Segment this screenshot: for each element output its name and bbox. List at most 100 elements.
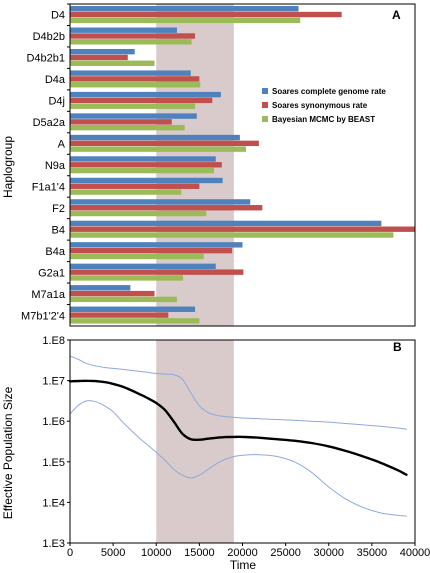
bar-F2-synonymous — [70, 205, 263, 211]
panel-b-frame — [69, 339, 416, 544]
y-tick-label: 1.E5 — [42, 457, 65, 469]
bar-D4j-bayesian — [70, 103, 196, 109]
category-label: B4 — [52, 224, 65, 236]
panel-b-x-axis-label: Time — [230, 558, 257, 572]
bar-D5a2a-synonymous — [70, 119, 172, 125]
bar-D4b2b-bayesian — [70, 39, 192, 45]
category-label: M7a1a — [31, 289, 66, 301]
bar-G2a1-bayesian — [70, 275, 183, 281]
line-upper_95_hpd — [69, 355, 407, 430]
bar-M7a1a-bayesian — [70, 296, 177, 303]
bar-N9a-complete — [70, 156, 216, 162]
bar-F2-complete — [70, 199, 251, 205]
panel-a-frame — [69, 3, 416, 327]
x-tick-label: 20000 — [227, 547, 258, 559]
bar-D4a-complete — [70, 70, 191, 76]
panel-a-category-labels: D4 D4b2b D4b2b1 D4a D4j D5a2a A N9a F1a1'4 F2 B4 B4… — [21, 3, 70, 322]
panel-a-letter: A — [392, 8, 401, 22]
bar-G2a1-synonymous — [70, 269, 244, 275]
bar-N9a-bayesian — [70, 167, 215, 174]
category-label: D4 — [51, 10, 65, 22]
legend-label-bayesian: Bayesian MCMC by BEAST — [272, 115, 375, 124]
bar-B4-complete — [70, 220, 382, 227]
category-label: A — [58, 139, 66, 151]
panel-a-bars — [70, 6, 415, 324]
y-tick-label: 1.E6 — [42, 416, 65, 428]
panel-b-shaded-interval — [156, 340, 234, 543]
category-label: F1a1'4 — [32, 181, 65, 193]
line-median — [68, 379, 408, 476]
legend-swatch-complete — [262, 88, 268, 94]
category-label: N9a — [45, 160, 66, 172]
bar-F1a1'4-complete — [70, 177, 223, 184]
bar-D4b2b1-complete — [70, 48, 135, 55]
bar-F1a1'4-bayesian — [70, 189, 182, 195]
bar-A-synonymous — [70, 140, 259, 147]
bar-N9a-synonymous — [70, 162, 222, 168]
bar-F1a1'4-synonymous — [70, 183, 200, 189]
panel-b-y-axis-label: Effective Population Size — [1, 386, 15, 519]
category-label: M7b1'2'4 — [21, 310, 65, 322]
bar-D4j-synonymous — [70, 97, 213, 104]
x-tick-label: 40000 — [400, 547, 430, 559]
bar-D5a2a-bayesian — [70, 124, 185, 131]
bar-M7a1a-synonymous — [70, 290, 155, 297]
bar-D4b2b-complete — [70, 27, 177, 33]
panel-a: D4 D4b2b D4b2b1 D4a D4j D5a2a A N9a F1a1'4 F2 B4 B4… — [1, 3, 416, 327]
bar-A-bayesian — [70, 146, 246, 152]
bar-D4b2b1-synonymous — [70, 54, 128, 61]
bar-D4b2b-synonymous — [70, 33, 196, 39]
x-tick-label: 5000 — [101, 547, 125, 559]
category-label: B4a — [45, 246, 65, 258]
bar-D4a-synonymous — [70, 76, 200, 82]
bar-M7a1a-complete — [70, 285, 131, 291]
y-tick-label: 1.E4 — [42, 497, 65, 509]
bar-D5a2a-complete — [70, 113, 197, 119]
panel-b-lines — [68, 355, 408, 517]
line-lower_95_hpd — [69, 400, 407, 517]
panel-b-letter: B — [393, 340, 402, 354]
panel-a-legend: Soares complete genome rate Soares synony… — [262, 87, 386, 124]
x-tick-label: 35000 — [357, 547, 388, 559]
category-label: G2a1 — [38, 267, 65, 279]
category-label: D4a — [45, 74, 66, 86]
bar-D4-synonymous — [70, 11, 342, 18]
panel-a-y-axis-label: Haplogroup — [1, 136, 15, 198]
bar-D4-bayesian — [70, 17, 301, 24]
y-tick-label: 1.E7 — [42, 376, 65, 388]
legend-swatch-synonymous — [262, 102, 268, 108]
bar-D4b2b1-bayesian — [70, 60, 155, 66]
y-tick-label: 1.E3 — [42, 538, 65, 550]
bar-B4-synonymous — [70, 226, 415, 232]
bar-B4a-synonymous — [70, 247, 233, 254]
panel-b-axes: 1.E3 1.E4 1.E5 1.E6 1.E7 1.E8 0 5000 10000 15000 2… — [42, 335, 430, 559]
x-tick-label: 15000 — [184, 547, 215, 559]
bar-M7b1'2'4-synonymous — [70, 312, 169, 318]
x-tick-label: 30000 — [313, 547, 344, 559]
legend-label-complete: Soares complete genome rate — [272, 87, 386, 96]
bar-B4a-bayesian — [70, 253, 204, 260]
bar-A-complete — [70, 134, 240, 141]
bar-D4a-bayesian — [70, 82, 201, 88]
bar-F2-bayesian — [70, 210, 207, 217]
bar-G2a1-complete — [70, 263, 216, 270]
category-label: D4j — [48, 96, 65, 108]
bar-D4-complete — [70, 6, 299, 12]
category-label: F2 — [52, 203, 65, 215]
category-label: D4b2b1 — [26, 53, 65, 65]
panel-b: 1.E3 1.E4 1.E5 1.E6 1.E7 1.E8 0 5000 10000 15000 2… — [1, 335, 430, 572]
bar-M7b1'2'4-complete — [70, 306, 196, 312]
y-tick-label: 1.E8 — [42, 335, 65, 347]
bar-M7b1'2'4-bayesian — [70, 318, 200, 324]
bar-D4j-complete — [70, 91, 221, 98]
legend-label-synonymous: Soares synonymous rate — [272, 101, 368, 110]
category-label: D5a2a — [33, 117, 66, 129]
bar-B4a-complete — [70, 242, 243, 248]
x-tick-label: 25000 — [270, 547, 301, 559]
bar-B4-bayesian — [70, 232, 394, 238]
legend-swatch-bayesian — [262, 116, 268, 122]
x-tick-label: 10000 — [141, 547, 172, 559]
x-tick-label: 0 — [67, 547, 73, 559]
category-label: D4b2b — [33, 31, 65, 43]
